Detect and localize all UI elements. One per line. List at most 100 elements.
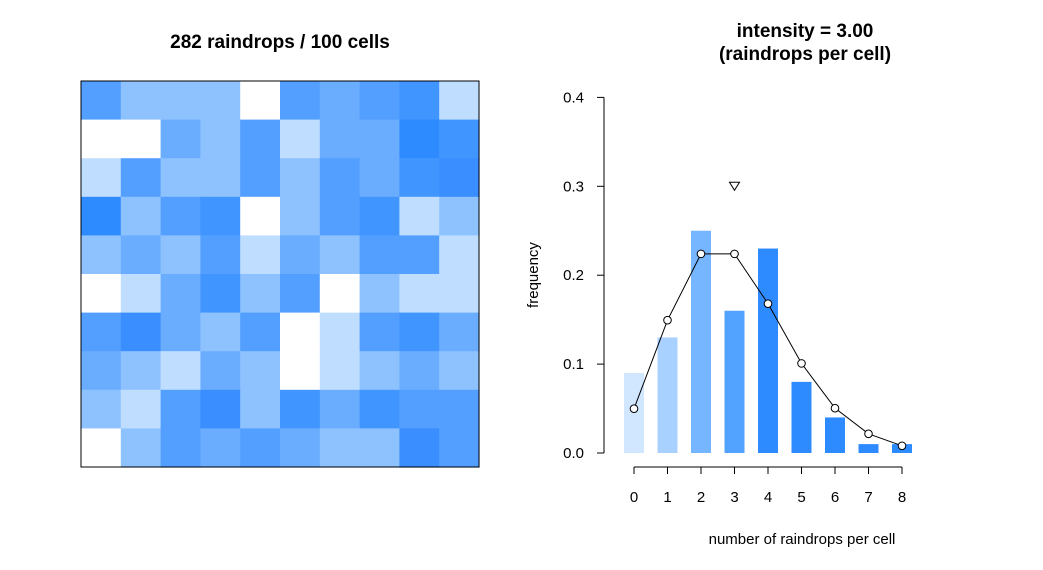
heatmap-cell [200, 81, 241, 121]
poisson-point [663, 315, 672, 325]
heatmap-cell [160, 389, 201, 429]
heatmap-cell [280, 158, 321, 198]
poisson-point [763, 299, 773, 308]
histogram-title-line1: intensity = 3.00 [736, 21, 874, 42]
heatmap-cell [120, 428, 162, 468]
heatmap-cell [359, 389, 400, 429]
heatmap-cell [120, 158, 162, 198]
heatmap-cell [120, 119, 162, 159]
heatmap-cell [160, 158, 201, 198]
heatmap-cell [81, 351, 122, 391]
heatmap-cell [439, 351, 480, 391]
heatmap-cell [319, 428, 361, 468]
heatmap-cell [319, 81, 361, 121]
heatmap-cell [359, 428, 400, 468]
heatmap-cell [399, 389, 440, 429]
heatmap-cell [81, 235, 122, 275]
heatmap-cell [160, 235, 201, 275]
heatmap-cell [359, 196, 400, 236]
heatmap-cell [319, 312, 361, 352]
raindrop-heatmap [81, 81, 480, 468]
heatmap-title: 282 raindrops / 100 cells [170, 32, 390, 53]
heatmap-cell [319, 235, 361, 275]
heatmap-cell [160, 274, 201, 314]
heatmap-cell [439, 274, 480, 314]
x-tick-label: 4 [764, 489, 772, 506]
y-tick-label: 0.1 [563, 356, 584, 373]
heatmap-cell [280, 312, 321, 352]
frequency-bars [624, 230, 912, 453]
heatmap-cell [280, 81, 321, 121]
heatmap-cell [399, 119, 440, 159]
heatmap-cell [160, 81, 201, 121]
x-tick-label: 2 [697, 489, 705, 506]
heatmap-cell [359, 81, 400, 121]
poisson-curve [629, 181, 907, 451]
heatmap-cell [319, 274, 361, 314]
poisson-point [864, 429, 873, 439]
frequency-bar [691, 230, 711, 453]
heatmap-cell [200, 389, 241, 429]
heatmap-cell [439, 119, 480, 159]
heatmap-cell [319, 196, 361, 236]
heatmap-cell [280, 119, 321, 159]
heatmap-cell [81, 158, 122, 198]
poisson-point [897, 441, 907, 451]
heatmap-cell [120, 235, 162, 275]
x-tick-label: 0 [630, 489, 638, 506]
heatmap-cell [81, 81, 122, 121]
heatmap-cell [280, 196, 321, 236]
heatmap-cell [280, 428, 321, 468]
heatmap-cell [81, 428, 122, 468]
x-tick-label: 5 [797, 489, 805, 506]
x-tick-label: 3 [730, 489, 738, 506]
heatmap-cell [81, 196, 122, 236]
heatmap-cell [160, 351, 201, 391]
heatmap-cell [399, 196, 440, 236]
heatmap-cell [81, 274, 122, 314]
y-tick-label: 0.0 [563, 445, 584, 462]
heatmap-cell [81, 312, 122, 352]
heatmap-cell [240, 119, 281, 159]
heatmap-cell [399, 274, 440, 314]
heatmap-cell [240, 235, 281, 275]
heatmap-cell [399, 235, 440, 275]
heatmap-cell [240, 81, 281, 121]
heatmap-cell [359, 312, 400, 352]
heatmap-cell [240, 274, 281, 314]
heatmap-cell [240, 196, 281, 236]
heatmap-cell [120, 312, 162, 352]
heatmap-cell [399, 351, 440, 391]
poisson-point [730, 249, 739, 259]
heatmap-cell [160, 428, 201, 468]
heatmap-cell [200, 235, 241, 275]
poisson-point [629, 404, 639, 414]
heatmap-cell [240, 428, 281, 468]
heatmap-cell [280, 389, 321, 429]
heatmap-cell [120, 81, 162, 121]
poisson-point [797, 359, 806, 368]
heatmap-cell [200, 428, 241, 468]
heatmap-cell [81, 389, 122, 429]
heatmap-cell [200, 274, 241, 314]
heatmap-cell [439, 389, 480, 429]
x-tick-label: 1 [663, 489, 671, 506]
y-axis-label: frequency [525, 242, 542, 308]
heatmap-cell [120, 274, 162, 314]
frequency-bar [791, 381, 812, 453]
heatmap-cell [200, 196, 241, 236]
frequency-bar [825, 417, 845, 453]
heatmap-cell [319, 389, 361, 429]
heatmap-cell [439, 235, 480, 275]
heatmap-cell [120, 196, 162, 236]
heatmap-cell [359, 235, 400, 275]
y-tick-label: 0.2 [563, 267, 584, 284]
y-tick-label: 0.3 [563, 178, 584, 195]
heatmap-cell [240, 158, 281, 198]
heatmap-cell [399, 312, 440, 352]
y-axis: 0.0 0.1 0.2 0.3 0.4 [563, 89, 605, 462]
heatmap-cell [439, 196, 480, 236]
frequency-bar [758, 248, 778, 453]
heatmap-cell [200, 351, 241, 391]
heatmap-cell [160, 119, 201, 159]
